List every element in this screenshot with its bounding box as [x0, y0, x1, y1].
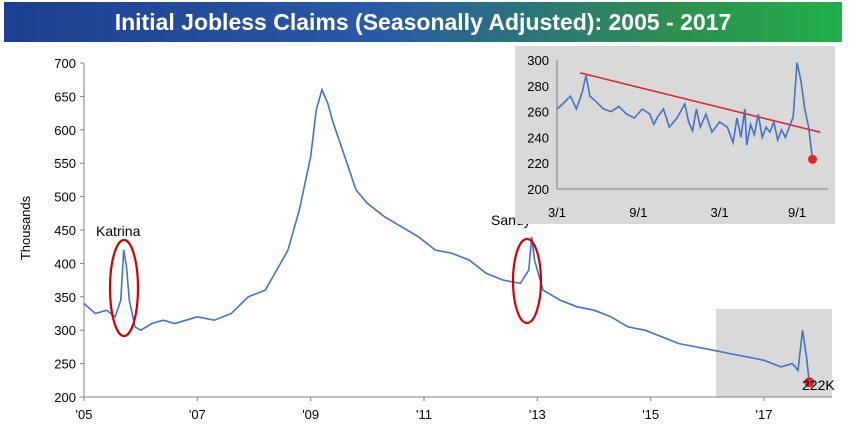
inset-y-tick-label: 300	[527, 53, 549, 68]
inset-x-ticks: 3/1 9/1 3/1 9/1	[548, 205, 806, 220]
inset-x-tick-label: 9/1	[788, 205, 806, 220]
sandy-circle	[511, 237, 543, 325]
main-chart: 200 250 300 350 400 450 500 550 600 650 700 '05 '07…	[18, 56, 835, 422]
x-tick-label: '09	[302, 407, 319, 422]
y-tick-label: 500	[54, 190, 76, 205]
inset-y-tick-label: 240	[527, 130, 549, 145]
y-tick-label: 300	[54, 323, 76, 338]
inset-x-tick-label: 9/1	[629, 205, 647, 220]
x-tick-label: '05	[76, 407, 93, 422]
x-tick-label: '11	[416, 407, 432, 422]
inset-y-tick-label: 220	[527, 156, 549, 171]
y-tick-label: 700	[54, 56, 76, 71]
inset-x-tick-label: 3/1	[711, 205, 729, 220]
latest-value-label: 222K	[802, 377, 835, 393]
inset-y-tick-label: 200	[527, 182, 549, 197]
inset-y-tick-label: 280	[527, 79, 549, 94]
y-tick-label: 550	[54, 156, 76, 171]
x-tick-label: '13	[529, 407, 546, 422]
y-tick-label: 600	[54, 123, 76, 138]
latest-value-dot	[804, 377, 815, 388]
main-x-ticks: '05 '07 '09 '11 '13 '15 '17	[76, 397, 773, 422]
katrina-circle	[108, 238, 140, 338]
inset-background	[515, 46, 835, 224]
y-tick-label: 450	[54, 223, 76, 238]
y-tick-label: 350	[54, 290, 76, 305]
y-tick-label: 400	[54, 256, 76, 271]
inset-latest-dot	[808, 154, 818, 164]
jobless-claims-line	[83, 87, 811, 383]
inset-claims-line	[556, 62, 814, 160]
y-tick-label: 650	[54, 89, 76, 104]
x-tick-label: '07	[189, 407, 206, 422]
inset-axes	[556, 60, 828, 190]
y-axis-label: Thousands	[18, 195, 33, 260]
x-tick-label: '15	[642, 407, 659, 422]
main-y-ticks: 200 250 300 350 400 450 500 550 600 650 700	[54, 56, 84, 405]
inset-y-ticks: 200 220 240 260 280 300	[527, 53, 549, 197]
chart-title: Initial Jobless Claims (Seasonally Adjus…	[114, 8, 732, 35]
chart-title-bar: Initial Jobless Claims (Seasonally Adjus…	[4, 2, 842, 42]
inset-trendline	[580, 72, 821, 134]
inset-y-tick-label: 260	[527, 105, 549, 120]
katrina-label: Katrina	[96, 223, 141, 239]
x-tick-label: '17	[756, 407, 773, 422]
y-tick-label: 250	[54, 357, 76, 372]
inset-x-tick-label: 3/1	[548, 205, 566, 220]
y-tick-label: 200	[54, 390, 76, 405]
inset-chart: 200 220 240 260 280 300 3/1 9/1 3/1 9/1	[515, 46, 835, 224]
